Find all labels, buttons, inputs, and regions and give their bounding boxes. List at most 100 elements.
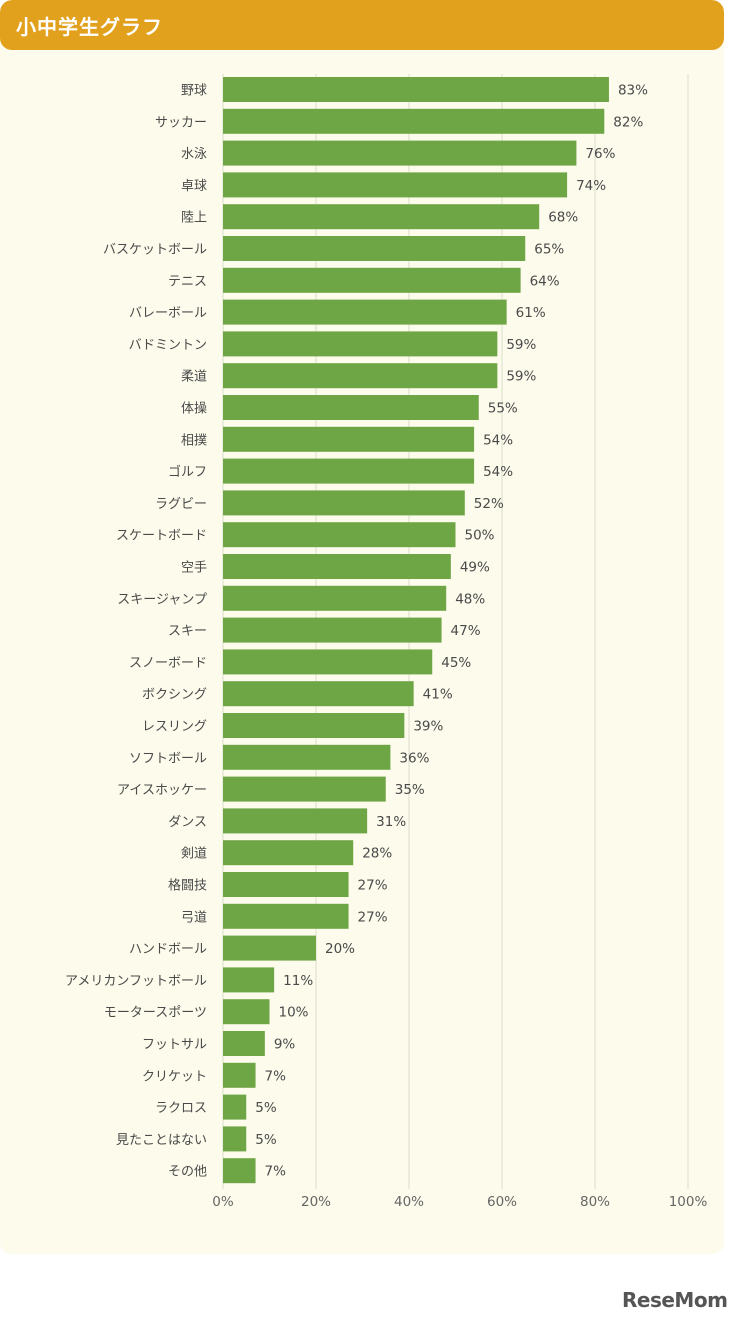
bar xyxy=(223,554,451,579)
x-tick-label: 80% xyxy=(580,1194,610,1210)
bar xyxy=(223,1062,256,1088)
data-label: 61% xyxy=(516,305,546,321)
bar xyxy=(223,585,447,611)
bar xyxy=(223,1094,247,1120)
data-label: 10% xyxy=(279,1005,309,1021)
category-label: スノーボード xyxy=(129,656,207,671)
bar xyxy=(223,999,270,1025)
category-label: 陸上 xyxy=(181,210,207,226)
bar xyxy=(223,744,391,770)
category-label: 体操 xyxy=(181,401,207,417)
bar xyxy=(223,681,414,707)
chart-card: 小中学生グラフ 0% 20% 40% 60% 80% 100% 野球 83% サッカー 82% 水泳… xyxy=(0,0,724,1254)
category-label: レスリング xyxy=(142,720,207,735)
data-label: 7% xyxy=(265,1068,287,1084)
category-label: ラグビー xyxy=(155,497,207,512)
data-label: 27% xyxy=(358,909,388,925)
category-label: 相撲 xyxy=(181,433,207,448)
bar xyxy=(223,204,540,230)
bar xyxy=(223,1031,265,1056)
data-label: 64% xyxy=(530,273,560,289)
bar xyxy=(223,140,577,166)
data-label: 82% xyxy=(613,114,643,130)
data-label: 48% xyxy=(455,591,485,607)
category-label: 剣道 xyxy=(181,847,207,862)
chart-title: 小中学生グラフ xyxy=(16,15,163,39)
data-label: 7% xyxy=(265,1164,287,1180)
bar xyxy=(223,172,568,198)
bar xyxy=(223,1158,256,1184)
bar xyxy=(223,77,609,102)
bar xyxy=(223,935,316,961)
data-label: 68% xyxy=(548,210,578,226)
data-label: 65% xyxy=(534,242,564,258)
category-label: 弓道 xyxy=(181,910,207,925)
x-tick-label: 100% xyxy=(669,1194,708,1210)
category-label: サッカー xyxy=(155,115,207,130)
data-label: 54% xyxy=(483,432,513,448)
category-label: アイスホッケー xyxy=(117,783,207,798)
bar xyxy=(223,395,479,420)
data-label: 9% xyxy=(274,1037,296,1053)
data-label: 76% xyxy=(585,146,615,162)
category-label: バレーボール xyxy=(129,306,207,321)
data-label: 52% xyxy=(474,496,504,512)
category-label: ボクシング xyxy=(142,688,207,703)
data-label: 49% xyxy=(460,560,490,576)
category-label: 水泳 xyxy=(181,147,207,162)
bar xyxy=(223,458,475,484)
data-label: 20% xyxy=(325,941,355,957)
data-label: 59% xyxy=(506,369,536,385)
bar xyxy=(223,331,498,357)
bar xyxy=(223,967,275,993)
bar xyxy=(223,426,475,452)
bar xyxy=(223,267,521,293)
data-label: 55% xyxy=(488,401,518,417)
category-label: スケートボード xyxy=(116,529,207,544)
category-label: バドミントン xyxy=(129,338,207,353)
bar xyxy=(223,522,456,548)
category-label: 見たことはない xyxy=(116,1133,207,1148)
data-label: 47% xyxy=(451,623,481,639)
category-label: スキー xyxy=(168,624,207,639)
resemom-logo: ReseMom xyxy=(622,1288,728,1312)
category-label: バスケットボール xyxy=(103,243,207,258)
data-label: 36% xyxy=(399,750,429,766)
bar xyxy=(223,872,349,897)
data-label: 41% xyxy=(423,687,453,703)
bar xyxy=(223,713,405,738)
bar xyxy=(223,490,465,516)
category-label: アメリカンフットボール xyxy=(65,974,207,989)
category-label: 格闘技 xyxy=(168,878,207,894)
category-label: ラクロス xyxy=(155,1101,207,1116)
data-label: 11% xyxy=(283,973,313,989)
category-label: その他 xyxy=(168,1165,207,1180)
data-label: 74% xyxy=(576,178,606,194)
bar xyxy=(223,808,368,834)
category-label: 野球 xyxy=(181,84,207,99)
bar xyxy=(223,617,442,643)
category-label: ダンス xyxy=(168,815,207,830)
category-label: ハンドボール xyxy=(129,942,207,957)
x-tick-label: 0% xyxy=(212,1194,234,1210)
bar xyxy=(223,840,354,866)
bar xyxy=(223,236,526,261)
category-label: モータースポーツ xyxy=(104,1006,207,1021)
data-label: 5% xyxy=(255,1100,277,1116)
bar-chart: 0% 20% 40% 60% 80% 100% 野球 83% サッカー 82% 水泳 76% 卓球 74%… xyxy=(65,74,708,1210)
category-label: ゴルフ xyxy=(168,464,207,480)
x-tick-label: 60% xyxy=(487,1194,517,1210)
bar xyxy=(223,299,507,325)
bar xyxy=(223,649,433,675)
data-label: 83% xyxy=(618,83,648,99)
category-label: 空手 xyxy=(181,561,207,576)
data-label: 5% xyxy=(255,1132,277,1148)
category-label: スキージャンプ xyxy=(117,592,207,607)
category-label: フットサル xyxy=(142,1038,207,1053)
bar xyxy=(223,108,605,134)
data-label: 45% xyxy=(441,655,471,671)
data-label: 39% xyxy=(413,719,443,735)
x-tick-label: 40% xyxy=(394,1194,424,1210)
category-label: ソフトボール xyxy=(129,751,207,766)
chart-header: 小中学生グラフ xyxy=(0,0,724,50)
